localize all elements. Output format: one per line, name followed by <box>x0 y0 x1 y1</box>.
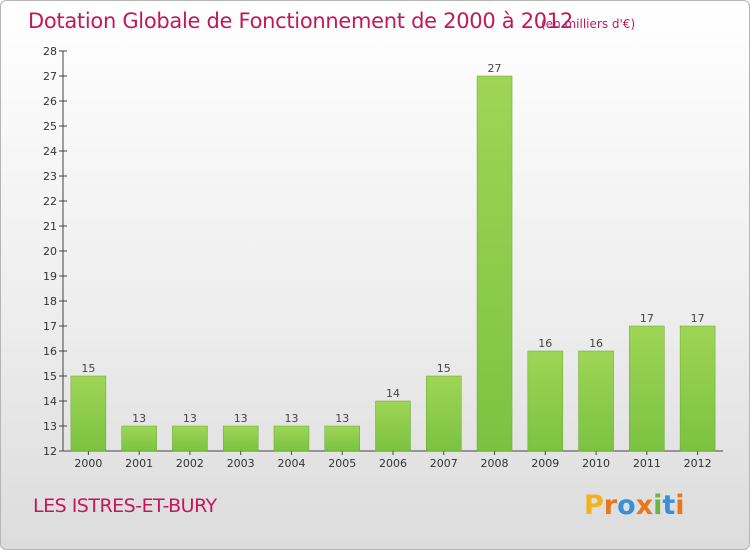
bar-2007 <box>426 375 462 452</box>
bar-2010 <box>578 350 614 452</box>
y-tick-label: 27 <box>43 70 57 83</box>
chart-title: Dotation Globale de Fonctionnement de 20… <box>28 9 573 33</box>
x-tick-label: 2005 <box>328 457 356 470</box>
y-tick-label: 28 <box>43 45 57 58</box>
y-tick-label: 20 <box>43 245 57 258</box>
y-tick-label: 12 <box>43 445 57 458</box>
y-tick-label: 26 <box>43 95 57 108</box>
bar-2000 <box>70 375 107 452</box>
bar-value-label: 15 <box>81 362 95 375</box>
unit-note: (en milliers d'€) <box>541 17 636 31</box>
y-tick-label: 17 <box>43 320 57 333</box>
bar-value-label: 13 <box>234 412 248 425</box>
bar-value-label: 15 <box>437 362 451 375</box>
bar-value-label: 16 <box>589 337 603 350</box>
x-tick-label: 2004 <box>277 457 305 470</box>
x-tick-label: 2012 <box>684 457 712 470</box>
bar-2001 <box>121 425 157 452</box>
proxiti-logo[interactable]: Proxiti <box>584 490 685 521</box>
y-tick-label: 15 <box>43 370 57 383</box>
x-tick-label: 2011 <box>633 457 661 470</box>
y-tick-label: 24 <box>43 145 57 158</box>
logo-letter: i <box>675 490 685 521</box>
y-tick-label: 19 <box>43 270 57 283</box>
x-tick-label: 2001 <box>125 457 153 470</box>
bar-2003 <box>222 425 259 452</box>
x-tick-label: 2008 <box>481 457 509 470</box>
logo-letter: r <box>603 490 618 521</box>
y-tick-label: 13 <box>43 420 57 433</box>
logo-letter: i <box>653 490 663 521</box>
logo-letter: P <box>584 490 604 521</box>
y-tick-label: 18 <box>43 295 57 308</box>
y-tick-label: 25 <box>43 120 57 133</box>
bar-value-label: 13 <box>183 412 197 425</box>
bar-2004 <box>273 425 310 452</box>
bar-2011 <box>629 325 665 452</box>
y-tick-label: 21 <box>43 220 57 233</box>
logo-letter: t <box>662 490 676 521</box>
bar-2006 <box>375 400 411 452</box>
x-tick-label: 2006 <box>379 457 407 470</box>
bar-2005 <box>324 425 360 452</box>
x-tick-label: 2009 <box>531 457 559 470</box>
bar-value-label: 17 <box>640 312 654 325</box>
x-tick-label: 2002 <box>176 457 204 470</box>
commune-name: LES ISTRES-ET-BURY <box>33 495 217 517</box>
x-tick-label: 2010 <box>582 457 610 470</box>
bar-value-label: 16 <box>538 337 552 350</box>
x-tick-label: 2003 <box>227 457 255 470</box>
y-tick-label: 22 <box>43 195 57 208</box>
logo-letter: o <box>617 490 636 521</box>
bar-value-label: 27 <box>488 62 502 75</box>
bar-2002 <box>172 425 208 452</box>
bar-value-label: 13 <box>284 412 298 425</box>
y-tick-label: 23 <box>43 170 57 183</box>
logo-letter: x <box>635 490 654 521</box>
bar-2009 <box>527 350 564 452</box>
y-tick-label: 16 <box>43 345 57 358</box>
bar-2012 <box>679 325 716 452</box>
x-tick-label: 2007 <box>430 457 458 470</box>
bar-value-label: 14 <box>386 387 400 400</box>
bar-value-label: 13 <box>132 412 146 425</box>
bar-value-label: 17 <box>691 312 705 325</box>
y-tick-label: 14 <box>43 395 57 408</box>
bar-value-label: 13 <box>335 412 349 425</box>
x-tick-label: 2000 <box>74 457 102 470</box>
bar-2008 <box>476 75 513 452</box>
